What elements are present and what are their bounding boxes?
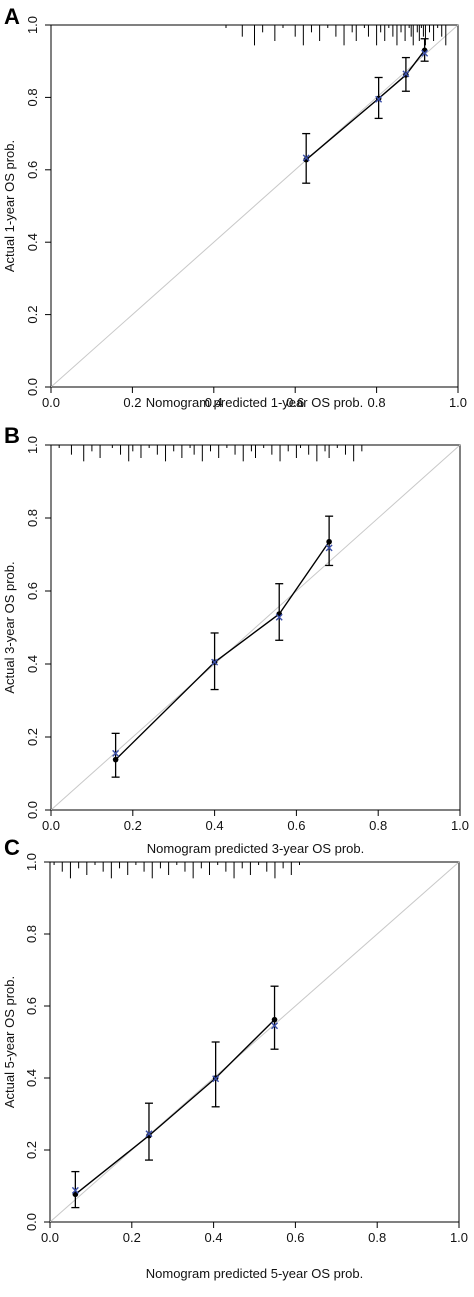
bias-corrected-marker bbox=[145, 1130, 153, 1138]
x-tick-label: 0.0 bbox=[42, 818, 60, 833]
x-tick-label: 1.0 bbox=[449, 395, 467, 410]
bias-corrected-marker bbox=[212, 1075, 220, 1083]
bias-corrected-marker bbox=[302, 154, 310, 162]
x-axis-title: Nomogram predicted 5-year OS prob. bbox=[146, 1266, 363, 1281]
observed-point bbox=[326, 538, 332, 545]
y-tick-label: 0.8 bbox=[24, 925, 39, 943]
y-tick-label: 1.0 bbox=[25, 436, 40, 454]
calibration-plot-a: A 0.0 0.2 0.4 0.6 0.8 1.0 0.0 0.2 0.4 0.6 0.8 1.0 Nom… bbox=[0, 0, 474, 420]
x-tick-label: 0.6 bbox=[287, 818, 305, 833]
calibration-plot-c: C 0.0 0.2 0.4 0.6 0.8 1.0 0.0 0.2 0.4 0.6 0.8 1.0 Nom… bbox=[0, 835, 474, 1297]
y-tick-label: 0.6 bbox=[25, 161, 40, 179]
observed-point bbox=[403, 72, 409, 78]
y-tick-label: 0.0 bbox=[24, 1213, 39, 1231]
x-tick-label: 0.4 bbox=[206, 818, 224, 833]
x-axis-title: Nomogram predicted 3-year OS prob. bbox=[147, 841, 364, 856]
observed-point bbox=[303, 156, 309, 163]
x-tick-label: 0.4 bbox=[205, 395, 223, 410]
x-tick-label: 1.0 bbox=[450, 1230, 468, 1245]
observed-calibration-line bbox=[74, 1019, 276, 1195]
observed-point bbox=[112, 756, 119, 763]
y-tick-label: 1.0 bbox=[24, 853, 39, 871]
calibration-plot-b: B 0.0 0.2 0.4 0.6 0.8 1.0 0.0 0.2 0.4 0.6 0.8 1.0 Nom… bbox=[0, 415, 474, 856]
x-tick-label: 1.0 bbox=[451, 818, 469, 833]
bias-corrected-marker bbox=[275, 613, 283, 621]
y-tick-label: 0.0 bbox=[25, 801, 40, 819]
y-tick-label: 0.4 bbox=[25, 655, 40, 673]
observed-point bbox=[271, 1016, 278, 1023]
y-tick-label: 1.0 bbox=[25, 16, 40, 34]
y-tick-label: 0.6 bbox=[25, 582, 40, 600]
bias-corrected-marker bbox=[271, 1022, 279, 1030]
calibration-chart-c: C 0.0 0.2 0.4 0.6 0.8 1.0 0.0 0.2 0.4 0.6 0.8 1.0 Nom… bbox=[2, 835, 468, 1281]
x-tick-label: 0.6 bbox=[286, 395, 304, 410]
bias-corrected-marker bbox=[402, 70, 410, 78]
x-tick-label: 0.2 bbox=[123, 395, 141, 410]
observed-point bbox=[146, 1132, 152, 1139]
y-tick-label: 0.2 bbox=[24, 1141, 39, 1159]
x-tick-label: 0.2 bbox=[123, 1230, 141, 1245]
ideal-diagonal-line bbox=[50, 444, 461, 811]
ideal-diagonal-line bbox=[50, 24, 459, 388]
x-tick-label: 0.8 bbox=[368, 395, 386, 410]
observed-point bbox=[72, 1191, 79, 1198]
observed-calibration-line bbox=[115, 541, 330, 761]
observed-calibration-line bbox=[305, 49, 426, 161]
y-tick-label: 0.0 bbox=[25, 378, 40, 396]
x-tick-label: 0.8 bbox=[369, 818, 387, 833]
y-tick-label: 0.8 bbox=[25, 509, 40, 527]
y-tick-label: 0.6 bbox=[24, 997, 39, 1015]
y-tick-label: 0.2 bbox=[25, 306, 40, 324]
y-tick-label: 0.2 bbox=[25, 728, 40, 746]
plot-frame bbox=[49, 861, 460, 1223]
ideal-diagonal-line bbox=[49, 861, 460, 1223]
y-tick-label: 0.4 bbox=[25, 233, 40, 251]
x-tick-label: 0.6 bbox=[286, 1230, 304, 1245]
y-axis-title: Actual 3-year OS prob. bbox=[2, 561, 17, 693]
panel-letter: C bbox=[4, 835, 20, 860]
y-tick-label: 0.4 bbox=[24, 1069, 39, 1087]
y-axis-title: Actual 5-year OS prob. bbox=[2, 976, 17, 1108]
x-tick-label: 0.2 bbox=[124, 818, 142, 833]
calibration-chart-b: B 0.0 0.2 0.4 0.6 0.8 1.0 0.0 0.2 0.4 0.6 0.8 1.0 Nom… bbox=[2, 423, 469, 856]
x-tick-label: 0.4 bbox=[205, 1230, 223, 1245]
x-axis-title: Nomogram predicted 1-year OS prob. bbox=[146, 395, 363, 410]
x-tick-label: 0.0 bbox=[41, 1230, 59, 1245]
x-tick-label: 0.8 bbox=[368, 1230, 386, 1245]
y-tick-label: 0.8 bbox=[25, 88, 40, 106]
panel-letter: B bbox=[4, 423, 20, 448]
bias-corrected-marker bbox=[421, 49, 429, 57]
bias-corrected-marker bbox=[211, 658, 219, 666]
calibration-chart-a: A 0.0 0.2 0.4 0.6 0.8 1.0 0.0 0.2 0.4 0.6 0.8 1.0 Nom… bbox=[2, 4, 467, 410]
x-tick-label: 0.0 bbox=[42, 395, 60, 410]
panel-letter: A bbox=[4, 4, 20, 29]
bias-corrected-marker bbox=[325, 544, 333, 552]
y-axis-title: Actual 1-year OS prob. bbox=[2, 140, 17, 272]
bias-corrected-marker bbox=[375, 95, 383, 103]
bias-corrected-marker bbox=[112, 749, 120, 757]
bias-corrected-marker bbox=[71, 1186, 79, 1194]
